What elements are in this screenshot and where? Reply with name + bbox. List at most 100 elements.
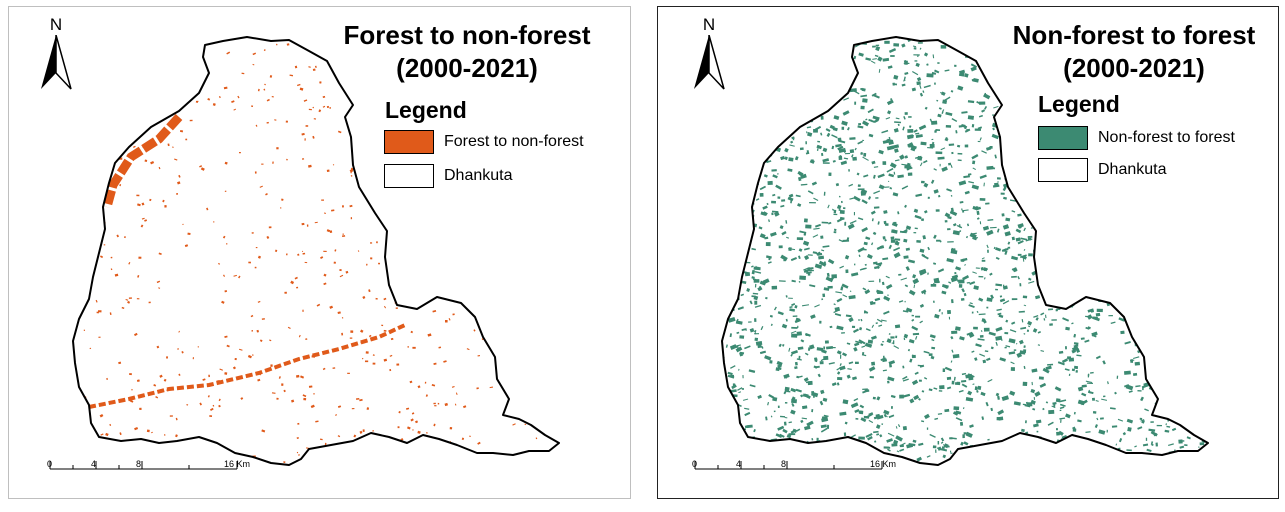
change-patch xyxy=(305,338,308,340)
change-patch xyxy=(1126,449,1132,452)
change-patch xyxy=(876,433,880,436)
change-patch xyxy=(808,267,813,270)
change-patch xyxy=(954,326,961,331)
change-patch xyxy=(904,300,906,303)
change-patch xyxy=(136,379,140,383)
scale-tick-label: 4 xyxy=(736,459,742,469)
change-patch xyxy=(1162,339,1169,341)
change-patch xyxy=(834,313,842,317)
change-patch xyxy=(461,437,465,441)
legend-item-forest-loss: Forest to non-forest xyxy=(384,129,584,155)
change-patch xyxy=(410,418,414,422)
change-patch xyxy=(931,338,935,342)
change-patch xyxy=(1065,326,1070,331)
change-patch xyxy=(862,156,869,161)
map-panel-forest-loss: N Forest to non-forest (2000-2021) Legen… xyxy=(8,6,631,499)
change-patch xyxy=(839,89,842,94)
change-patch xyxy=(976,310,979,313)
change-patch xyxy=(127,54,131,57)
change-patch xyxy=(854,147,857,151)
change-patch xyxy=(798,255,801,260)
change-patch xyxy=(911,87,917,92)
change-patch xyxy=(426,432,428,434)
change-patch xyxy=(158,252,162,256)
change-patch xyxy=(884,40,890,44)
change-patch xyxy=(1166,425,1171,428)
change-patch xyxy=(536,243,540,245)
change-patch xyxy=(481,304,484,306)
change-patch xyxy=(912,439,917,443)
change-patch xyxy=(798,355,801,360)
change-patch xyxy=(779,225,784,230)
change-patch xyxy=(1201,356,1205,360)
change-patch xyxy=(1002,248,1007,252)
change-patch xyxy=(897,424,901,428)
change-patch xyxy=(409,453,411,455)
change-patch xyxy=(1156,314,1164,320)
change-patch xyxy=(790,349,799,355)
change-patch xyxy=(96,182,101,186)
change-patch xyxy=(212,404,215,407)
change-patch xyxy=(743,398,749,401)
change-patch xyxy=(1091,397,1095,401)
change-patch xyxy=(1153,240,1160,243)
change-patch xyxy=(826,55,831,59)
change-patch xyxy=(811,181,818,186)
change-patch xyxy=(405,407,410,410)
change-patch xyxy=(1011,275,1017,278)
change-patch xyxy=(209,415,213,417)
change-patch xyxy=(1121,267,1128,273)
change-patch xyxy=(921,420,925,423)
change-patch xyxy=(1024,187,1029,190)
change-patch xyxy=(1128,259,1135,265)
map-title-line2: (2000-2021) xyxy=(396,53,538,83)
change-patch xyxy=(836,350,842,355)
change-patch xyxy=(1103,231,1108,237)
change-patch xyxy=(1187,366,1191,369)
change-patch xyxy=(960,441,964,446)
change-patch xyxy=(933,168,937,171)
change-patch xyxy=(777,425,785,431)
change-patch xyxy=(1130,183,1137,188)
change-patch xyxy=(777,441,781,446)
change-patch xyxy=(861,351,865,356)
change-patch xyxy=(251,330,253,332)
change-patch xyxy=(1177,322,1184,326)
change-patch xyxy=(1211,423,1218,427)
change-patch xyxy=(1202,104,1208,110)
change-patch xyxy=(762,205,768,210)
change-patch xyxy=(255,124,258,127)
change-patch xyxy=(1009,87,1015,90)
change-patch xyxy=(755,198,760,201)
change-patch xyxy=(321,458,325,462)
change-patch xyxy=(956,381,961,385)
change-patch xyxy=(873,261,878,265)
change-patch xyxy=(96,311,99,314)
change-patch xyxy=(791,303,796,307)
change-patch xyxy=(821,349,827,354)
change-patch xyxy=(971,184,980,190)
change-patch xyxy=(136,298,140,300)
change-patch xyxy=(860,105,865,110)
change-patch xyxy=(1172,416,1176,419)
change-patch xyxy=(1203,414,1208,420)
change-patch xyxy=(880,357,886,361)
change-patch xyxy=(793,137,795,141)
change-patch xyxy=(144,219,148,222)
change-patch xyxy=(1105,217,1108,221)
change-patch xyxy=(839,363,842,366)
change-patch xyxy=(1193,228,1199,234)
change-patch xyxy=(828,361,835,365)
change-patch xyxy=(838,156,843,160)
change-patch xyxy=(796,428,801,432)
change-patch xyxy=(738,436,744,441)
change-patch xyxy=(1164,183,1172,189)
change-patch xyxy=(1142,443,1149,447)
change-patch xyxy=(1154,219,1158,223)
change-patch xyxy=(169,415,173,417)
change-patch xyxy=(821,417,829,423)
change-patch xyxy=(1067,263,1072,266)
change-patch xyxy=(950,89,954,93)
change-patch xyxy=(863,152,867,157)
change-patch xyxy=(958,180,967,186)
